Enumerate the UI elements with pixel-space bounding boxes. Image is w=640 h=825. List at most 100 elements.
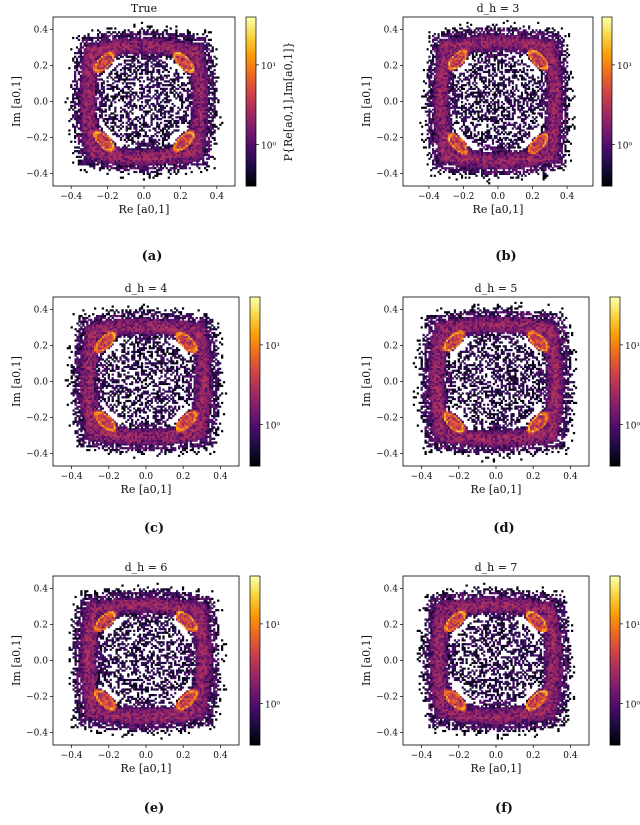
colorbar-segment (250, 685, 260, 690)
y-axis-label: Im [a0,1] (10, 635, 23, 686)
colorbar-segment (246, 73, 256, 77)
colorbar-segment (250, 415, 260, 419)
colorbar: 10⁰ 10¹ (609, 296, 640, 467)
colorbar-segment (250, 677, 260, 681)
colorbar-segment (610, 632, 620, 636)
colorbar-segment (250, 736, 260, 740)
x-tick-label: 0.0 (137, 192, 152, 202)
y-axis-label: Im [a0,1] (360, 635, 373, 686)
colorbar-segment (610, 336, 620, 340)
heatmap-cells (64, 21, 224, 181)
x-tick-label: −0.2 (448, 472, 470, 482)
y-tick-label: −0.4 (26, 728, 48, 738)
y-tick-label: 0.4 (34, 306, 49, 316)
colorbar-segment (610, 654, 620, 659)
x-tick-label: −0.4 (61, 751, 83, 761)
y-tick-label: −0.2 (376, 692, 398, 702)
colorbar-segment (602, 87, 612, 91)
colorbar-segment (610, 457, 620, 461)
colorbar-segment (610, 640, 620, 644)
y-tick-label: 0.4 (34, 585, 49, 595)
colorbar-segment (602, 121, 612, 125)
colorbar-segment (246, 50, 256, 55)
colorbar-segment (250, 730, 260, 735)
colorbar-segment (610, 657, 620, 661)
x-tick-label: 0.2 (525, 192, 539, 202)
colorbar-segment (250, 297, 260, 301)
colorbar-segment (246, 183, 256, 187)
colorbar-segment (250, 683, 260, 687)
colorbar-segment (250, 699, 260, 704)
colorbar-segment (246, 81, 256, 85)
colorbar-segment (602, 124, 612, 128)
colorbar-segment (246, 42, 256, 46)
colorbar-segment (610, 578, 620, 583)
colorbar-segment (602, 166, 612, 170)
colorbar-segment (610, 429, 620, 433)
colorbar-segment (610, 367, 620, 371)
colorbar-segment (250, 364, 260, 368)
colorbar-segment (250, 429, 260, 433)
colorbar-segment (246, 124, 256, 128)
colorbar-segment (610, 358, 620, 363)
colorbar-segment (602, 95, 612, 100)
colorbar-segment (250, 637, 260, 642)
colorbar-segment (250, 404, 260, 408)
heatmap-cells (412, 301, 578, 463)
panel-caption: (d) (493, 521, 514, 536)
colorbar-segment (250, 660, 260, 664)
colorbar-segment (250, 742, 260, 746)
colorbar-segment (246, 112, 256, 116)
colorbar-segment (246, 166, 256, 170)
colorbar-segment (246, 33, 256, 38)
colorbar-frame (601, 16, 613, 187)
colorbar-segment (610, 680, 620, 684)
colorbar-segment (250, 739, 260, 743)
colorbar-tick-label: 10¹ (625, 621, 640, 631)
colorbar-segment (602, 33, 612, 38)
y-tick-label: 0.2 (34, 62, 48, 72)
y-tick-label: 0.2 (384, 62, 398, 72)
colorbar-segment (602, 84, 612, 88)
colorbar-segment (610, 406, 620, 411)
y-tick-label: 0.0 (384, 378, 399, 388)
colorbar-frame (245, 16, 257, 187)
colorbar-segment (602, 22, 612, 26)
colorbar-segment (610, 297, 620, 301)
colorbar-segment (610, 418, 620, 422)
colorbar-segment (246, 62, 256, 66)
colorbar-segment (250, 375, 260, 380)
x-tick-label: 0.2 (173, 192, 187, 202)
colorbar-segment (250, 697, 260, 701)
colorbar-segment (250, 595, 260, 599)
colorbar-segment (610, 598, 620, 602)
colorbar-segment (602, 81, 612, 85)
colorbar-segment (602, 126, 612, 131)
colorbar-segment (610, 621, 620, 625)
x-tick-label: 0.0 (139, 751, 154, 761)
colorbar-segment (610, 623, 620, 628)
x-tick-label: −0.2 (453, 192, 475, 202)
colorbar-segment (250, 592, 260, 597)
y-axis-label: Im [a0,1] (360, 356, 373, 407)
colorbar-segment (250, 632, 260, 636)
colorbar-segment (246, 118, 256, 122)
panel-title: True (131, 2, 157, 15)
colorbar-segment (610, 375, 620, 380)
colorbar-segment (250, 733, 260, 737)
x-tick-label: −0.4 (418, 192, 440, 202)
x-tick-label: 0.4 (210, 192, 225, 202)
colorbar-segment (250, 654, 260, 659)
colorbar-segment (610, 702, 620, 706)
y-tick-label: −0.4 (376, 169, 398, 179)
colorbar-segment (602, 180, 612, 184)
colorbar-segment (250, 714, 260, 718)
colorbar-segment (250, 621, 260, 625)
colorbar-tick-label: 10¹ (265, 342, 280, 352)
colorbar-segment (602, 39, 612, 43)
x-tick-label: 0.4 (213, 751, 228, 761)
y-tick-label: 0.4 (384, 306, 399, 316)
x-tick-label: 0.0 (139, 472, 154, 482)
colorbar-segment (250, 409, 260, 413)
